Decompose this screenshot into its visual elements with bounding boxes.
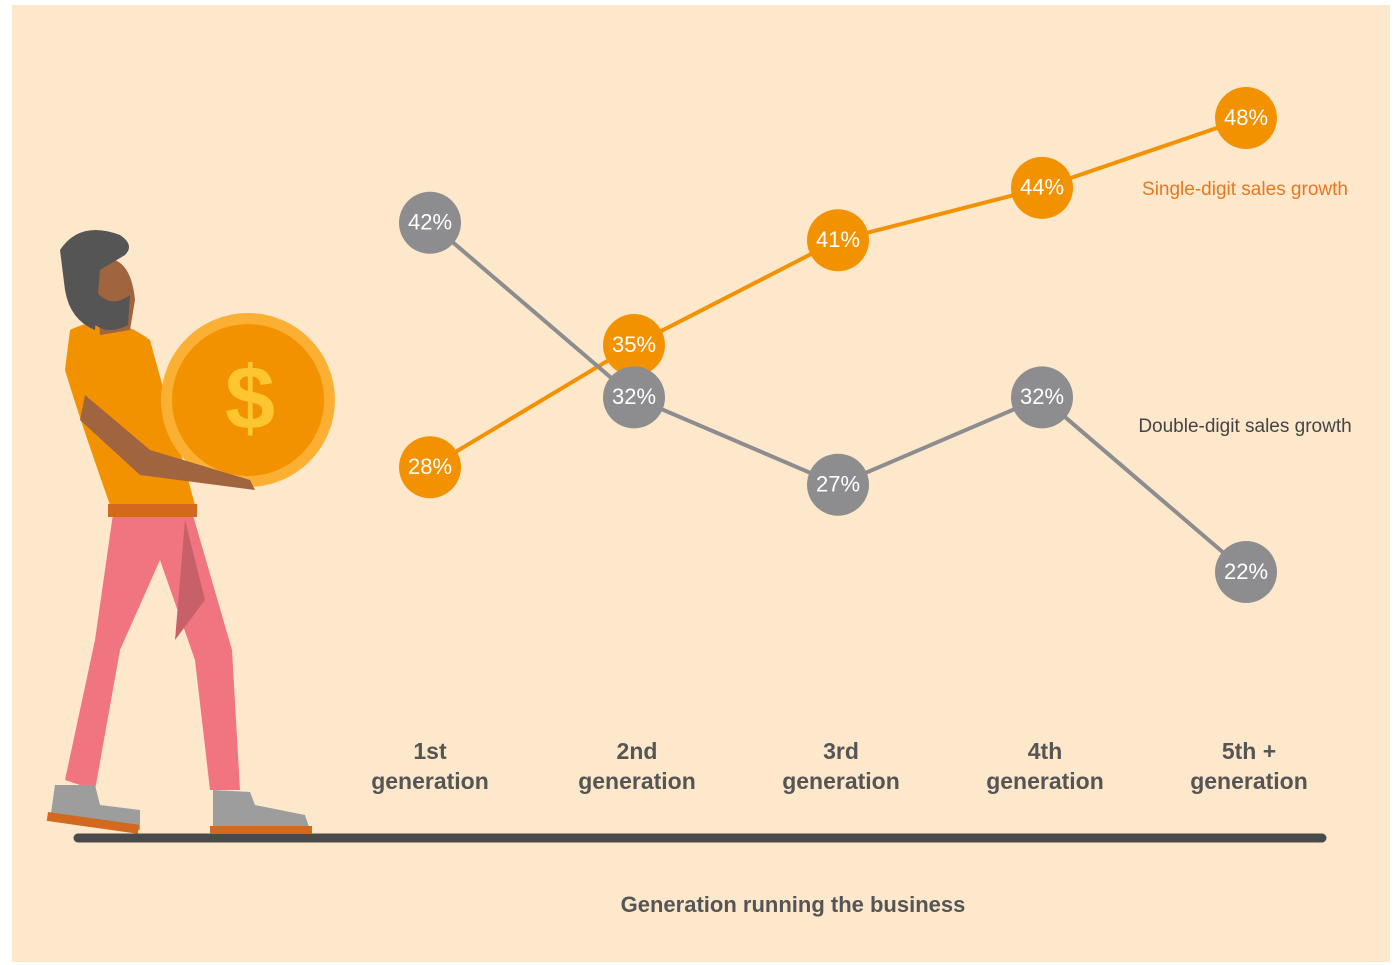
person-illustration: $ xyxy=(46,230,335,834)
svg-text:$: $ xyxy=(225,349,275,449)
data-label: 32% xyxy=(612,384,656,409)
data-point xyxy=(1011,156,1073,219)
data-label: 48% xyxy=(1224,105,1268,130)
data-point xyxy=(1011,366,1073,429)
data-label: 27% xyxy=(816,472,860,497)
legend-label: Single-digit sales growth xyxy=(1142,179,1348,200)
x-tick-label: 3rd generation xyxy=(782,738,900,794)
x-tick-label: 1st generation xyxy=(371,738,489,794)
data-label: 35% xyxy=(612,332,656,357)
data-point xyxy=(807,209,869,272)
x-tick-label: 4th generation xyxy=(986,738,1104,794)
x-axis-title: Generation running the business xyxy=(621,892,966,917)
data-point xyxy=(603,314,665,376)
data-label: 28% xyxy=(408,454,452,479)
data-label: 44% xyxy=(1020,175,1064,200)
data-point xyxy=(603,366,665,429)
x-tick-label: 2nd generation xyxy=(578,738,696,794)
data-label: 22% xyxy=(1224,559,1268,584)
x-tick-label: 5th + generation xyxy=(1190,738,1308,794)
data-point xyxy=(1215,87,1277,149)
data-point xyxy=(399,436,461,499)
data-label: 42% xyxy=(408,210,452,235)
data-label: 32% xyxy=(1020,384,1064,409)
legend-label: Double-digit sales growth xyxy=(1138,416,1351,437)
data-point xyxy=(1215,541,1277,603)
data-point xyxy=(399,191,461,254)
data-label: 41% xyxy=(816,227,860,252)
data-point xyxy=(807,453,869,516)
